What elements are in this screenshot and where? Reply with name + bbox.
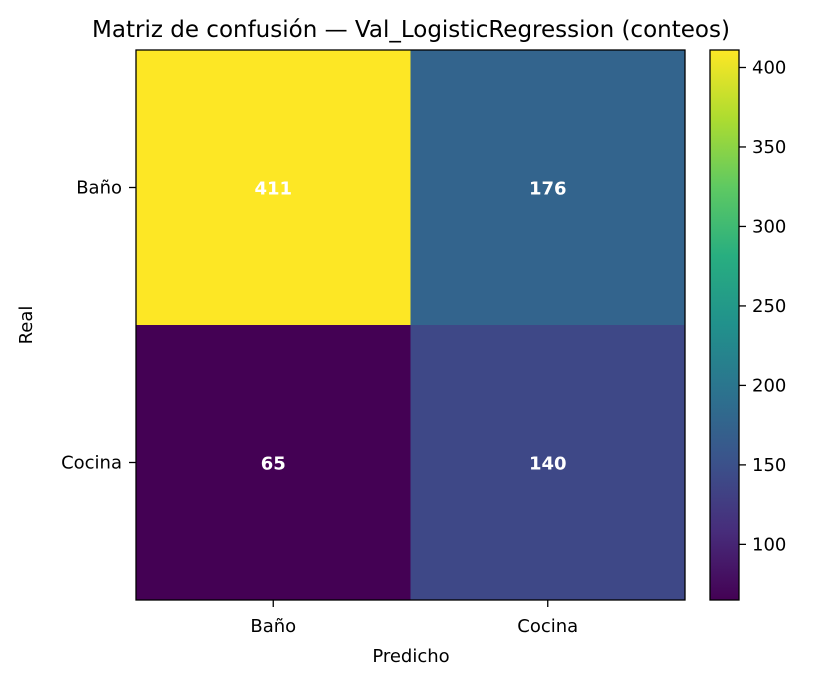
y-axis-ticks: Baño Cocina	[61, 178, 136, 474]
x-axis-label: Predicho	[372, 646, 449, 667]
heatmap-cells	[136, 50, 686, 601]
x-axis-ticks: Baño Cocina	[250, 600, 578, 637]
colorbar-tick-label: 350	[752, 137, 786, 158]
chart-title: Matriz de confusión — Val_LogisticRegres…	[92, 17, 730, 43]
colorbar-ticks: 100 150 200 250 300 350 400	[739, 57, 786, 555]
plot-frame	[135, 49, 686, 601]
colorbar-tick-label: 150	[752, 455, 786, 476]
heatmap-cell-labels: 411 176 65 140	[254, 179, 566, 475]
colorbar-tick-label: 200	[752, 375, 786, 396]
heatmap-cell	[410, 50, 686, 326]
cell-value-label: 411	[254, 179, 292, 200]
colorbar-tick-label: 250	[752, 296, 786, 317]
heatmap-cell	[136, 325, 411, 601]
colorbar	[709, 49, 740, 601]
cell-value-label: 176	[529, 179, 567, 200]
cell-value-label: 140	[529, 454, 567, 475]
y-axis-label: Real	[16, 306, 37, 345]
y-tick-label: Cocina	[61, 453, 122, 474]
colorbar-tick-label: 400	[752, 57, 786, 78]
heatmap-cell	[136, 50, 411, 326]
colorbar-tick-label: 300	[752, 216, 786, 237]
cell-value-label: 65	[261, 454, 286, 475]
colorbar-tick-label: 100	[752, 534, 786, 555]
y-tick-label: Baño	[76, 178, 122, 199]
x-tick-label: Cocina	[517, 616, 578, 637]
heatmap-cell	[410, 325, 686, 601]
x-tick-label: Baño	[250, 616, 296, 637]
